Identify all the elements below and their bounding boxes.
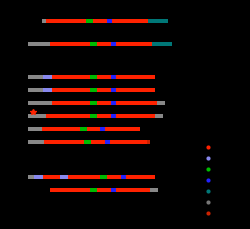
Bar: [28, 89, 43, 93]
Bar: [50, 43, 90, 47]
Bar: [155, 114, 163, 118]
Bar: [52, 89, 90, 93]
Bar: [107, 20, 112, 24]
Bar: [28, 128, 42, 131]
Bar: [28, 175, 34, 179]
Bar: [111, 89, 116, 93]
Bar: [50, 188, 90, 192]
Bar: [87, 128, 100, 131]
Bar: [28, 114, 46, 118]
Bar: [46, 20, 86, 24]
Bar: [105, 128, 140, 131]
Bar: [97, 101, 111, 106]
Bar: [90, 76, 97, 80]
Bar: [105, 140, 110, 144]
Bar: [42, 128, 80, 131]
Bar: [84, 140, 91, 144]
Bar: [97, 114, 111, 118]
Bar: [80, 128, 87, 131]
Bar: [112, 20, 148, 24]
Bar: [126, 175, 155, 179]
Bar: [90, 89, 97, 93]
Bar: [111, 76, 116, 80]
Bar: [150, 188, 158, 192]
Bar: [157, 101, 165, 106]
Bar: [116, 76, 155, 80]
Bar: [116, 89, 155, 93]
Bar: [44, 140, 84, 144]
Bar: [152, 43, 172, 47]
Bar: [90, 188, 97, 192]
Bar: [42, 20, 46, 24]
Bar: [28, 43, 50, 47]
Bar: [68, 175, 100, 179]
Bar: [97, 188, 111, 192]
Bar: [97, 89, 111, 93]
Bar: [111, 101, 116, 106]
Bar: [52, 76, 90, 80]
Bar: [116, 43, 152, 47]
Bar: [52, 101, 90, 106]
Bar: [116, 114, 155, 118]
Bar: [28, 76, 43, 80]
Bar: [110, 140, 147, 144]
Bar: [100, 128, 105, 131]
Bar: [97, 76, 111, 80]
Bar: [34, 175, 43, 179]
Bar: [93, 20, 107, 24]
Bar: [90, 101, 97, 106]
Bar: [46, 114, 90, 118]
Bar: [43, 175, 60, 179]
Bar: [28, 101, 52, 106]
Bar: [90, 43, 97, 47]
Bar: [91, 140, 105, 144]
Bar: [97, 43, 111, 47]
Bar: [111, 43, 116, 47]
Bar: [111, 188, 116, 192]
Bar: [60, 175, 68, 179]
Bar: [100, 175, 107, 179]
Bar: [107, 175, 121, 179]
Bar: [148, 20, 168, 24]
Bar: [116, 101, 157, 106]
Bar: [111, 114, 116, 118]
Bar: [90, 114, 97, 118]
Bar: [43, 89, 52, 93]
Bar: [86, 20, 93, 24]
Bar: [116, 188, 150, 192]
Bar: [28, 140, 44, 144]
Bar: [43, 76, 52, 80]
Bar: [121, 175, 126, 179]
Bar: [147, 140, 150, 144]
